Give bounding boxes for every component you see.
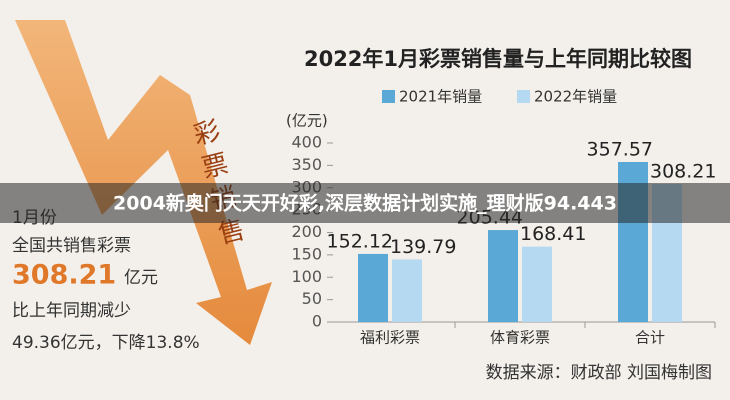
x-tick-label: 福利彩票 — [360, 329, 420, 347]
value-label: 357.57 — [587, 138, 653, 160]
source: 数据来源：财政部 刘国梅制图 — [486, 363, 712, 383]
bar — [522, 246, 552, 322]
value-label: 152.12 — [327, 230, 393, 252]
bar — [392, 259, 422, 322]
y-tick-label: 200 — [291, 222, 322, 241]
amount-unit: 亿元 — [124, 268, 158, 288]
value-label: 139.79 — [390, 236, 456, 258]
y-tick-label: 0 — [312, 312, 322, 331]
banner-background — [0, 183, 730, 223]
summary-line: 比上年同期减少 — [12, 301, 131, 321]
value-label: 308.21 — [650, 161, 716, 183]
zigzag-arrow — [15, 20, 272, 345]
y-tick-label: 100 — [291, 267, 322, 286]
y-axis-label: (亿元) — [286, 112, 328, 130]
y-tick-label: 400 — [291, 133, 322, 152]
legend-swatch — [517, 90, 530, 103]
y-tick-label: 150 — [291, 244, 322, 263]
legend-label: 2022年销量 — [534, 88, 617, 106]
chart: 2021年销量2022年销量050100150200250300350400福利… — [291, 88, 716, 347]
summary-line: 49.36亿元，下降13.8% — [12, 333, 200, 353]
value-label: 168.41 — [520, 223, 586, 245]
bar — [488, 230, 518, 322]
y-tick-label: 350 — [291, 155, 322, 174]
legend-swatch — [382, 90, 395, 103]
banner-text: 2004新奥门天天开好彩,深层数据计划实施_理财版94.443 — [113, 192, 617, 215]
bar — [358, 253, 388, 322]
y-tick-label: 50 — [302, 289, 322, 308]
x-tick-label: 合计 — [635, 329, 665, 347]
legend-label: 2021年销量 — [399, 88, 482, 106]
amount: 308.21 — [12, 260, 116, 291]
overlay: 2004新奥门天天开好彩,深层数据计划实施_理财版94.443 — [0, 183, 730, 223]
summary-line: 全国共销售彩票 — [12, 236, 131, 256]
x-tick-label: 体育彩票 — [490, 329, 550, 347]
chart-title: 2022年1月彩票销售量与上年同期比较图 — [304, 47, 692, 71]
